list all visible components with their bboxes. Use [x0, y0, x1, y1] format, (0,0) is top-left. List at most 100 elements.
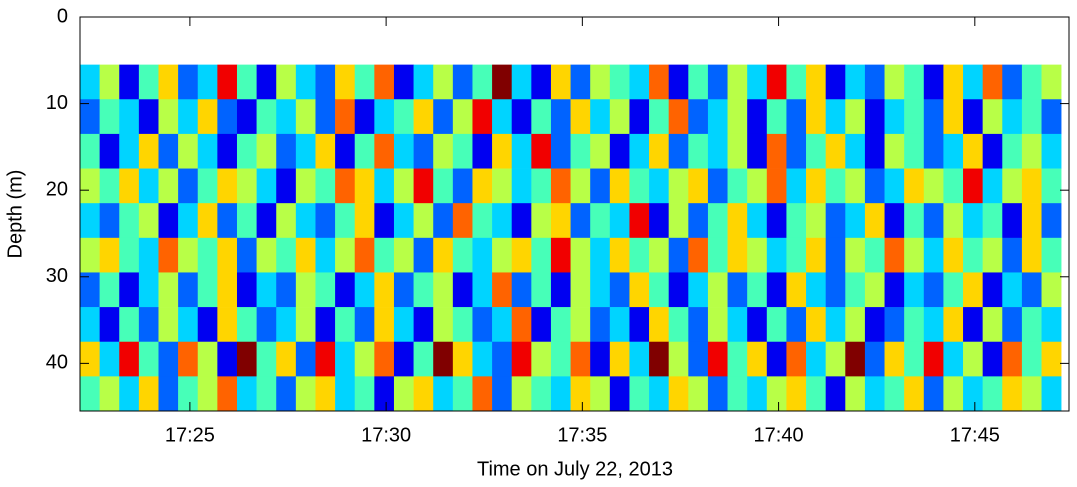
heatmap-cell [766, 272, 787, 308]
heatmap-cell [354, 168, 375, 204]
heatmap-cell [1041, 307, 1062, 343]
heatmap-cell [570, 133, 591, 169]
heatmap-cell [99, 203, 120, 239]
heatmap-cell [236, 307, 257, 343]
heatmap-cell [492, 133, 513, 169]
heatmap-cell [354, 307, 375, 343]
heatmap-cell [923, 237, 944, 273]
heatmap-cell [315, 307, 336, 343]
heatmap-cell [119, 272, 140, 308]
heatmap-cell [1021, 341, 1042, 377]
heatmap-cell [963, 272, 983, 308]
heatmap-cell [217, 341, 238, 377]
heatmap-cell [158, 237, 179, 273]
heatmap-cell [982, 237, 1003, 273]
heatmap-cell [845, 272, 866, 308]
heatmap-cell [178, 307, 199, 343]
heatmap-cell [119, 168, 140, 204]
heatmap-cell [923, 99, 944, 135]
heatmap-cell [433, 203, 454, 239]
heatmap-cell [923, 376, 944, 412]
heatmap-cell [688, 272, 709, 308]
heatmap-cell [786, 99, 807, 135]
heatmap-cell [217, 64, 238, 100]
heatmap-cell [531, 272, 552, 308]
heatmap-cell [276, 168, 297, 204]
heatmap-cell [806, 203, 826, 239]
heatmap-cell [433, 133, 454, 169]
heatmap-cell [688, 341, 709, 377]
heatmap-cell [904, 376, 925, 412]
heatmap-cell [1002, 376, 1023, 412]
heatmap-cell [531, 64, 552, 100]
heatmap-cell [138, 272, 159, 308]
heatmap-cell [864, 272, 885, 308]
heatmap-cell [80, 307, 100, 343]
heatmap-cell [727, 376, 748, 412]
heatmap-cell [943, 272, 964, 308]
heatmap-cell [1021, 307, 1042, 343]
heatmap-cell [276, 341, 297, 377]
heatmap-cell [315, 99, 336, 135]
heatmap-cell [570, 64, 591, 100]
heatmap-cell [354, 376, 375, 412]
heatmap-cell [138, 376, 159, 412]
heatmap-cell [197, 376, 218, 412]
heatmap-cell [99, 272, 120, 308]
heatmap-cell [825, 64, 846, 100]
heatmap-cell [747, 99, 768, 135]
heatmap-cell [256, 341, 277, 377]
y-tick-label: 30 [46, 265, 68, 287]
heatmap-cell [747, 203, 768, 239]
heatmap-cell [982, 341, 1003, 377]
heatmap-cell [492, 237, 513, 273]
heatmap-cell [178, 376, 199, 412]
heatmap-cell [923, 168, 944, 204]
heatmap-cell [570, 376, 591, 412]
heatmap-cell [707, 237, 728, 273]
heatmap-cell [99, 99, 120, 135]
heatmap-cell [806, 133, 826, 169]
heatmap-cell [138, 168, 159, 204]
heatmap-cell [923, 272, 944, 308]
heatmap-cell [668, 376, 689, 412]
heatmap-cell [413, 237, 434, 273]
heatmap-cell [1041, 168, 1062, 204]
heatmap-cell [80, 203, 100, 239]
heatmap-cell [649, 307, 669, 343]
heatmap-cell [1002, 64, 1023, 100]
heatmap-cell [158, 203, 179, 239]
heatmap-cell [119, 341, 140, 377]
heatmap-cell [747, 341, 768, 377]
heatmap-cell [374, 341, 395, 377]
heatmap-cell [609, 341, 630, 377]
heatmap-cell [1021, 237, 1042, 273]
heatmap-cell [138, 133, 159, 169]
heatmap-cell [550, 203, 571, 239]
heatmap-cell [433, 99, 454, 135]
heatmap-cell [197, 168, 218, 204]
x-tick-label: 17:25 [165, 424, 215, 446]
heatmap-cell [178, 64, 199, 100]
heatmap-cell [217, 376, 238, 412]
y-axis-label: Depth (m) [4, 170, 26, 259]
heatmap-cell [413, 168, 434, 204]
heatmap-cell [276, 307, 297, 343]
heatmap-cell [236, 203, 257, 239]
heatmap-cell [80, 99, 100, 135]
heatmap-cell [197, 99, 218, 135]
heatmap-cell [217, 133, 238, 169]
heatmap-cell [197, 341, 218, 377]
heatmap-cell [786, 376, 807, 412]
heatmap-cell [335, 307, 356, 343]
heatmap-cell [472, 64, 493, 100]
heatmap-cell [178, 237, 199, 273]
heatmap-cell [452, 341, 473, 377]
heatmap-cell [511, 203, 532, 239]
heatmap-cell [472, 376, 493, 412]
heatmap-cell [904, 272, 925, 308]
heatmap-cell [649, 341, 669, 377]
heatmap-cell [197, 272, 218, 308]
heatmap-cell [766, 376, 787, 412]
heatmap-cell [570, 203, 591, 239]
